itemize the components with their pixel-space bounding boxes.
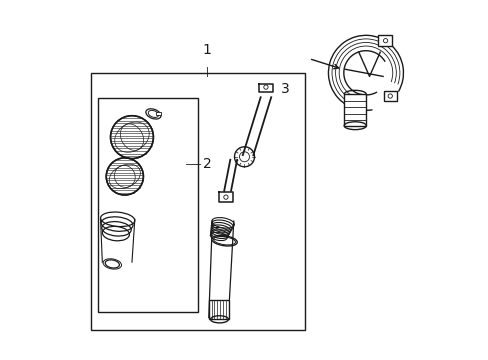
Bar — [156, 112, 160, 115]
Bar — [344, 94, 366, 126]
Text: 1: 1 — [202, 43, 211, 57]
Bar — [98, 98, 198, 312]
Bar — [91, 73, 305, 330]
Text: 3: 3 — [281, 82, 289, 96]
Bar — [209, 300, 229, 319]
Bar — [378, 35, 391, 46]
Text: 2: 2 — [203, 157, 212, 171]
Bar — [383, 91, 396, 102]
